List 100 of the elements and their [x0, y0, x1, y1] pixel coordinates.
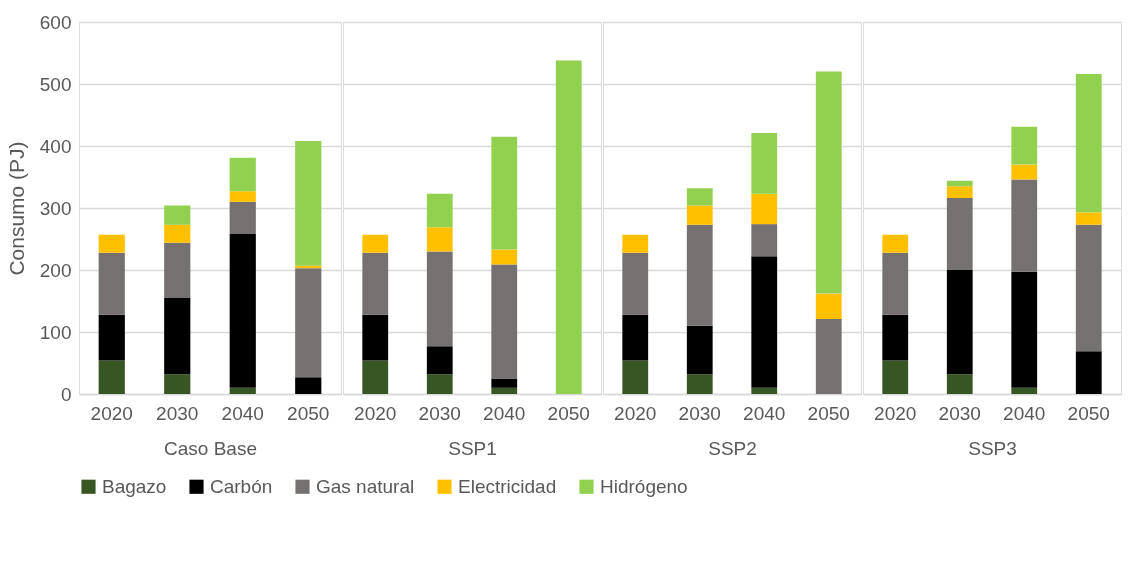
bar	[946, 186, 973, 199]
bar	[491, 378, 518, 388]
bar	[751, 132, 778, 194]
bar	[1011, 164, 1038, 180]
bar	[555, 60, 582, 394]
bar	[946, 198, 973, 270]
x-tick-label: 2040	[483, 402, 526, 424]
bar	[98, 234, 125, 253]
bar	[622, 234, 649, 253]
bar	[1011, 387, 1038, 394]
x-tick-label: 2030	[418, 402, 461, 424]
bar	[622, 360, 649, 394]
x-tick-label: 2040	[1003, 402, 1046, 424]
x-tick-label: 2030	[156, 402, 199, 424]
y-axis-title: Consumo (PJ)	[4, 141, 28, 276]
x-tick-label: 2020	[614, 402, 657, 424]
x-tick-label: 2030	[678, 402, 721, 424]
bar	[362, 234, 389, 253]
x-tick-label: 2020	[354, 402, 397, 424]
bar	[815, 71, 842, 294]
bar	[295, 377, 322, 394]
legend-label: Carbón	[210, 475, 273, 497]
bar	[1075, 224, 1102, 352]
x-tick-label: 2020	[90, 402, 133, 424]
bar	[622, 314, 649, 361]
bar	[229, 157, 256, 192]
x-tick-label: 2030	[938, 402, 981, 424]
bar	[491, 264, 518, 379]
bar	[426, 346, 453, 375]
bar	[686, 205, 713, 225]
x-tick-label: 2050	[547, 402, 590, 424]
bar	[686, 188, 713, 206]
bar	[1075, 351, 1102, 394]
x-tick-label: 2050	[1067, 402, 1110, 424]
legend-label: Bagazo	[102, 475, 167, 497]
x-axis-title: SSP3	[968, 437, 1017, 459]
bar	[815, 293, 842, 319]
x-axis-title: SSP1	[448, 437, 497, 459]
legend-label: Gas natural	[316, 475, 415, 497]
bar	[686, 325, 713, 375]
bar	[164, 297, 191, 375]
bar	[426, 374, 453, 394]
bar	[946, 180, 973, 187]
bar	[946, 270, 973, 375]
y-tick-label: 100	[39, 321, 72, 343]
y-tick-label: 600	[39, 11, 72, 33]
bar	[1011, 271, 1038, 388]
bar	[751, 256, 778, 388]
bar	[362, 252, 389, 315]
bar	[751, 193, 778, 225]
bar	[751, 387, 778, 394]
x-tick-label: 2040	[743, 402, 786, 424]
legend-label: Hidrógeno	[600, 475, 688, 497]
bar	[295, 268, 322, 378]
bar	[686, 374, 713, 394]
y-tick-label: 400	[39, 135, 72, 157]
bar	[1011, 179, 1038, 272]
x-tick-label: 2050	[807, 402, 850, 424]
x-tick-label: 2020	[874, 402, 917, 424]
y-tick-label: 200	[39, 259, 72, 281]
bar	[882, 314, 909, 361]
bar	[362, 360, 389, 394]
bar	[946, 374, 973, 394]
bar	[98, 252, 125, 315]
x-tick-label: 2040	[221, 402, 264, 424]
bar	[164, 374, 191, 394]
bar	[362, 314, 389, 361]
bar	[426, 193, 453, 228]
y-tick-label: 300	[39, 197, 72, 219]
bar	[426, 251, 453, 347]
bar	[882, 234, 909, 253]
bar	[98, 360, 125, 394]
bar	[229, 387, 256, 394]
bar	[295, 141, 322, 266]
x-axis-title: SSP2	[708, 437, 757, 459]
bar	[882, 252, 909, 315]
bar	[164, 205, 191, 225]
legend-label: Electricidad	[458, 475, 557, 497]
bar	[229, 234, 256, 388]
bar	[164, 242, 191, 298]
bar	[882, 360, 909, 394]
bar	[164, 224, 191, 243]
y-tick-label: 500	[39, 73, 72, 95]
bar	[751, 224, 778, 257]
y-tick-label: 0	[60, 383, 72, 405]
bar	[229, 201, 256, 235]
bar	[229, 191, 256, 202]
x-axis-title: Caso Base	[164, 437, 257, 459]
x-tick-label: 2050	[287, 402, 330, 424]
bar	[686, 224, 713, 326]
bar	[622, 252, 649, 315]
bar	[1075, 212, 1102, 225]
bar	[491, 249, 518, 265]
bar	[1011, 126, 1038, 165]
bar	[491, 136, 518, 250]
bar	[426, 227, 453, 252]
bar	[491, 387, 518, 394]
bar	[98, 314, 125, 361]
bar	[815, 318, 842, 394]
bar	[1075, 74, 1102, 213]
